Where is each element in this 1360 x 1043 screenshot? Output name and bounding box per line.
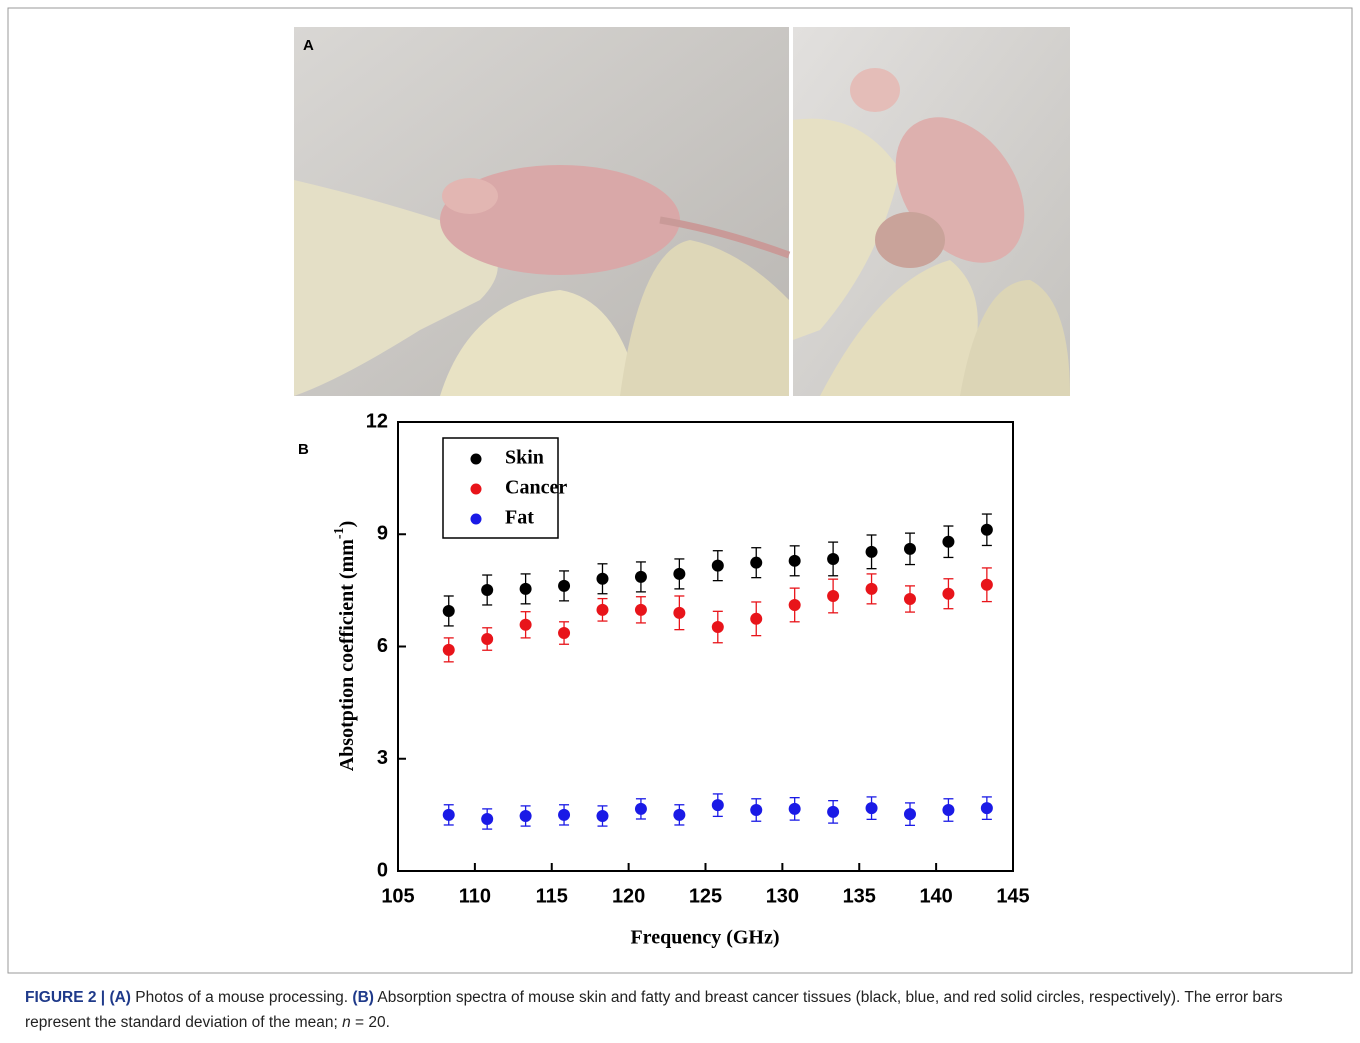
- legend-label: Cancer: [505, 477, 567, 499]
- y-axis-label-sup: -1: [332, 527, 347, 539]
- photo-left: [294, 27, 791, 396]
- point: [634, 603, 647, 616]
- point: [442, 604, 455, 617]
- point: [750, 804, 763, 817]
- legend-label: Skin: [505, 447, 544, 469]
- point: [903, 542, 916, 555]
- point: [481, 633, 494, 646]
- point: [711, 799, 724, 812]
- y-axis-label-main: Absotption coefficient (mm: [336, 539, 358, 772]
- point: [750, 612, 763, 625]
- point: [596, 603, 609, 616]
- point: [634, 570, 647, 583]
- point: [711, 621, 724, 634]
- point: [711, 559, 724, 572]
- x-tick-label: 140: [919, 885, 952, 907]
- point: [865, 802, 878, 815]
- y-tick-label: 0: [377, 859, 388, 881]
- point: [519, 618, 532, 631]
- figure-frame: [7, 7, 1353, 974]
- point: [942, 535, 955, 548]
- x-tick-label: 120: [612, 885, 645, 907]
- caption-n-text: = 20.: [350, 1014, 390, 1031]
- point: [558, 808, 571, 821]
- point: [788, 598, 801, 611]
- caption-n: n: [342, 1014, 351, 1031]
- point: [788, 802, 801, 815]
- point: [519, 582, 532, 595]
- legend-marker: [470, 483, 482, 495]
- y-tick-label: 6: [377, 635, 388, 657]
- panel-label: B: [298, 441, 309, 458]
- photo-right: [793, 27, 1070, 396]
- point: [596, 809, 609, 822]
- point: [673, 606, 686, 619]
- x-tick-label: 125: [689, 885, 722, 907]
- point: [903, 592, 916, 605]
- point: [558, 627, 571, 640]
- point: [750, 556, 763, 569]
- point: [942, 587, 955, 600]
- point: [980, 802, 993, 815]
- point: [673, 567, 686, 580]
- point: [442, 808, 455, 821]
- y-axis-label: Absotption coefficient (mm-1): [332, 521, 357, 772]
- point: [634, 802, 647, 815]
- point: [865, 582, 878, 595]
- caption-b-text: Absorption spectra of mouse skin and fat…: [25, 989, 1283, 1031]
- caption-label: FIGURE 2 |: [25, 989, 106, 1006]
- point: [980, 578, 993, 591]
- caption-a-label: (A): [109, 989, 131, 1006]
- x-axis-label: Frequency (GHz): [630, 927, 779, 949]
- legend-label: Fat: [505, 507, 534, 529]
- x-tick-label: 105: [381, 885, 414, 907]
- point: [980, 523, 993, 536]
- y-axis-label-end: ): [336, 521, 358, 528]
- legend-marker: [470, 513, 482, 525]
- caption-a-text: Photos of a mouse processing.: [130, 989, 353, 1006]
- legend-marker: [470, 453, 482, 465]
- point: [519, 809, 532, 822]
- point: [942, 804, 955, 817]
- point: [827, 552, 840, 565]
- point: [903, 808, 916, 821]
- y-tick-label: 12: [366, 410, 388, 432]
- point: [673, 808, 686, 821]
- point: [596, 572, 609, 585]
- y-tick-label: 3: [377, 747, 388, 769]
- point: [827, 805, 840, 818]
- point: [481, 584, 494, 597]
- caption-b-label: (B): [352, 989, 374, 1006]
- x-tick-label: 145: [996, 885, 1029, 907]
- y-tick-label: 9: [377, 523, 388, 545]
- point: [865, 545, 878, 558]
- panel-label: A: [303, 37, 314, 54]
- point: [442, 643, 455, 656]
- point: [827, 589, 840, 602]
- point: [481, 812, 494, 825]
- point: [788, 554, 801, 567]
- caption: FIGURE 2 | (A) Photos of a mouse process…: [25, 985, 1335, 1035]
- x-tick-label: 135: [843, 885, 876, 907]
- x-tick-label: 110: [459, 885, 491, 907]
- x-tick-label: 130: [766, 885, 799, 907]
- x-tick-label: 115: [536, 885, 568, 907]
- legend: [442, 437, 559, 539]
- point: [558, 579, 571, 592]
